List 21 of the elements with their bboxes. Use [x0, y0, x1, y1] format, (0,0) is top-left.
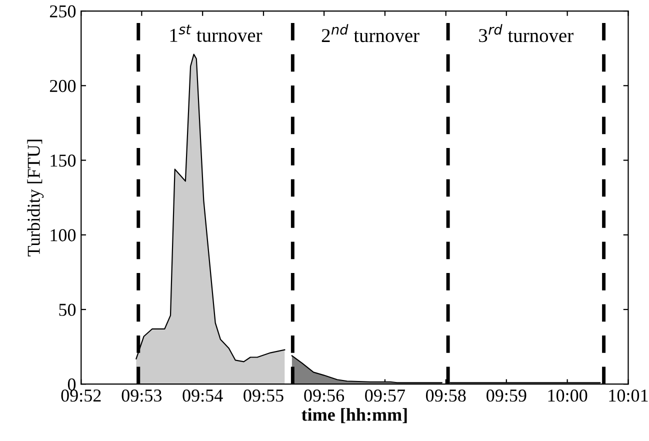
x-tick-label: 09:52 [61, 389, 101, 402]
y-tick-label: 0 [68, 378, 76, 391]
x-tick-label: 09:58 [426, 389, 466, 402]
x-tick-label: 09:55 [244, 389, 284, 402]
x-axis-title: time [hh:mm] [302, 408, 407, 424]
annotation: 1$^{st}$ turnover [170, 24, 262, 42]
y-tick-label: 150 [50, 154, 76, 167]
x-tick-label: 09:59 [486, 389, 526, 402]
x-tick-label: 09:53 [122, 389, 162, 402]
x-tick-label: 09:56 [304, 389, 344, 402]
y-axis-title: Turbidity [FTU] [27, 140, 44, 256]
x-tick-label: 10:00 [548, 389, 588, 402]
y-tick-label: 250 [50, 5, 76, 18]
annotation: 2$^{nd}$ turnover [322, 24, 420, 42]
x-tick-label: 09:57 [365, 389, 405, 402]
y-tick-label: 100 [50, 229, 76, 242]
annotation: 3$^{rd}$ turnover [479, 24, 574, 42]
x-tick-label: 10:01 [609, 389, 648, 402]
y-tick-label: 200 [50, 80, 76, 92]
y-tick-label: 50 [59, 304, 76, 316]
x-tick-label: 09:54 [182, 389, 223, 402]
